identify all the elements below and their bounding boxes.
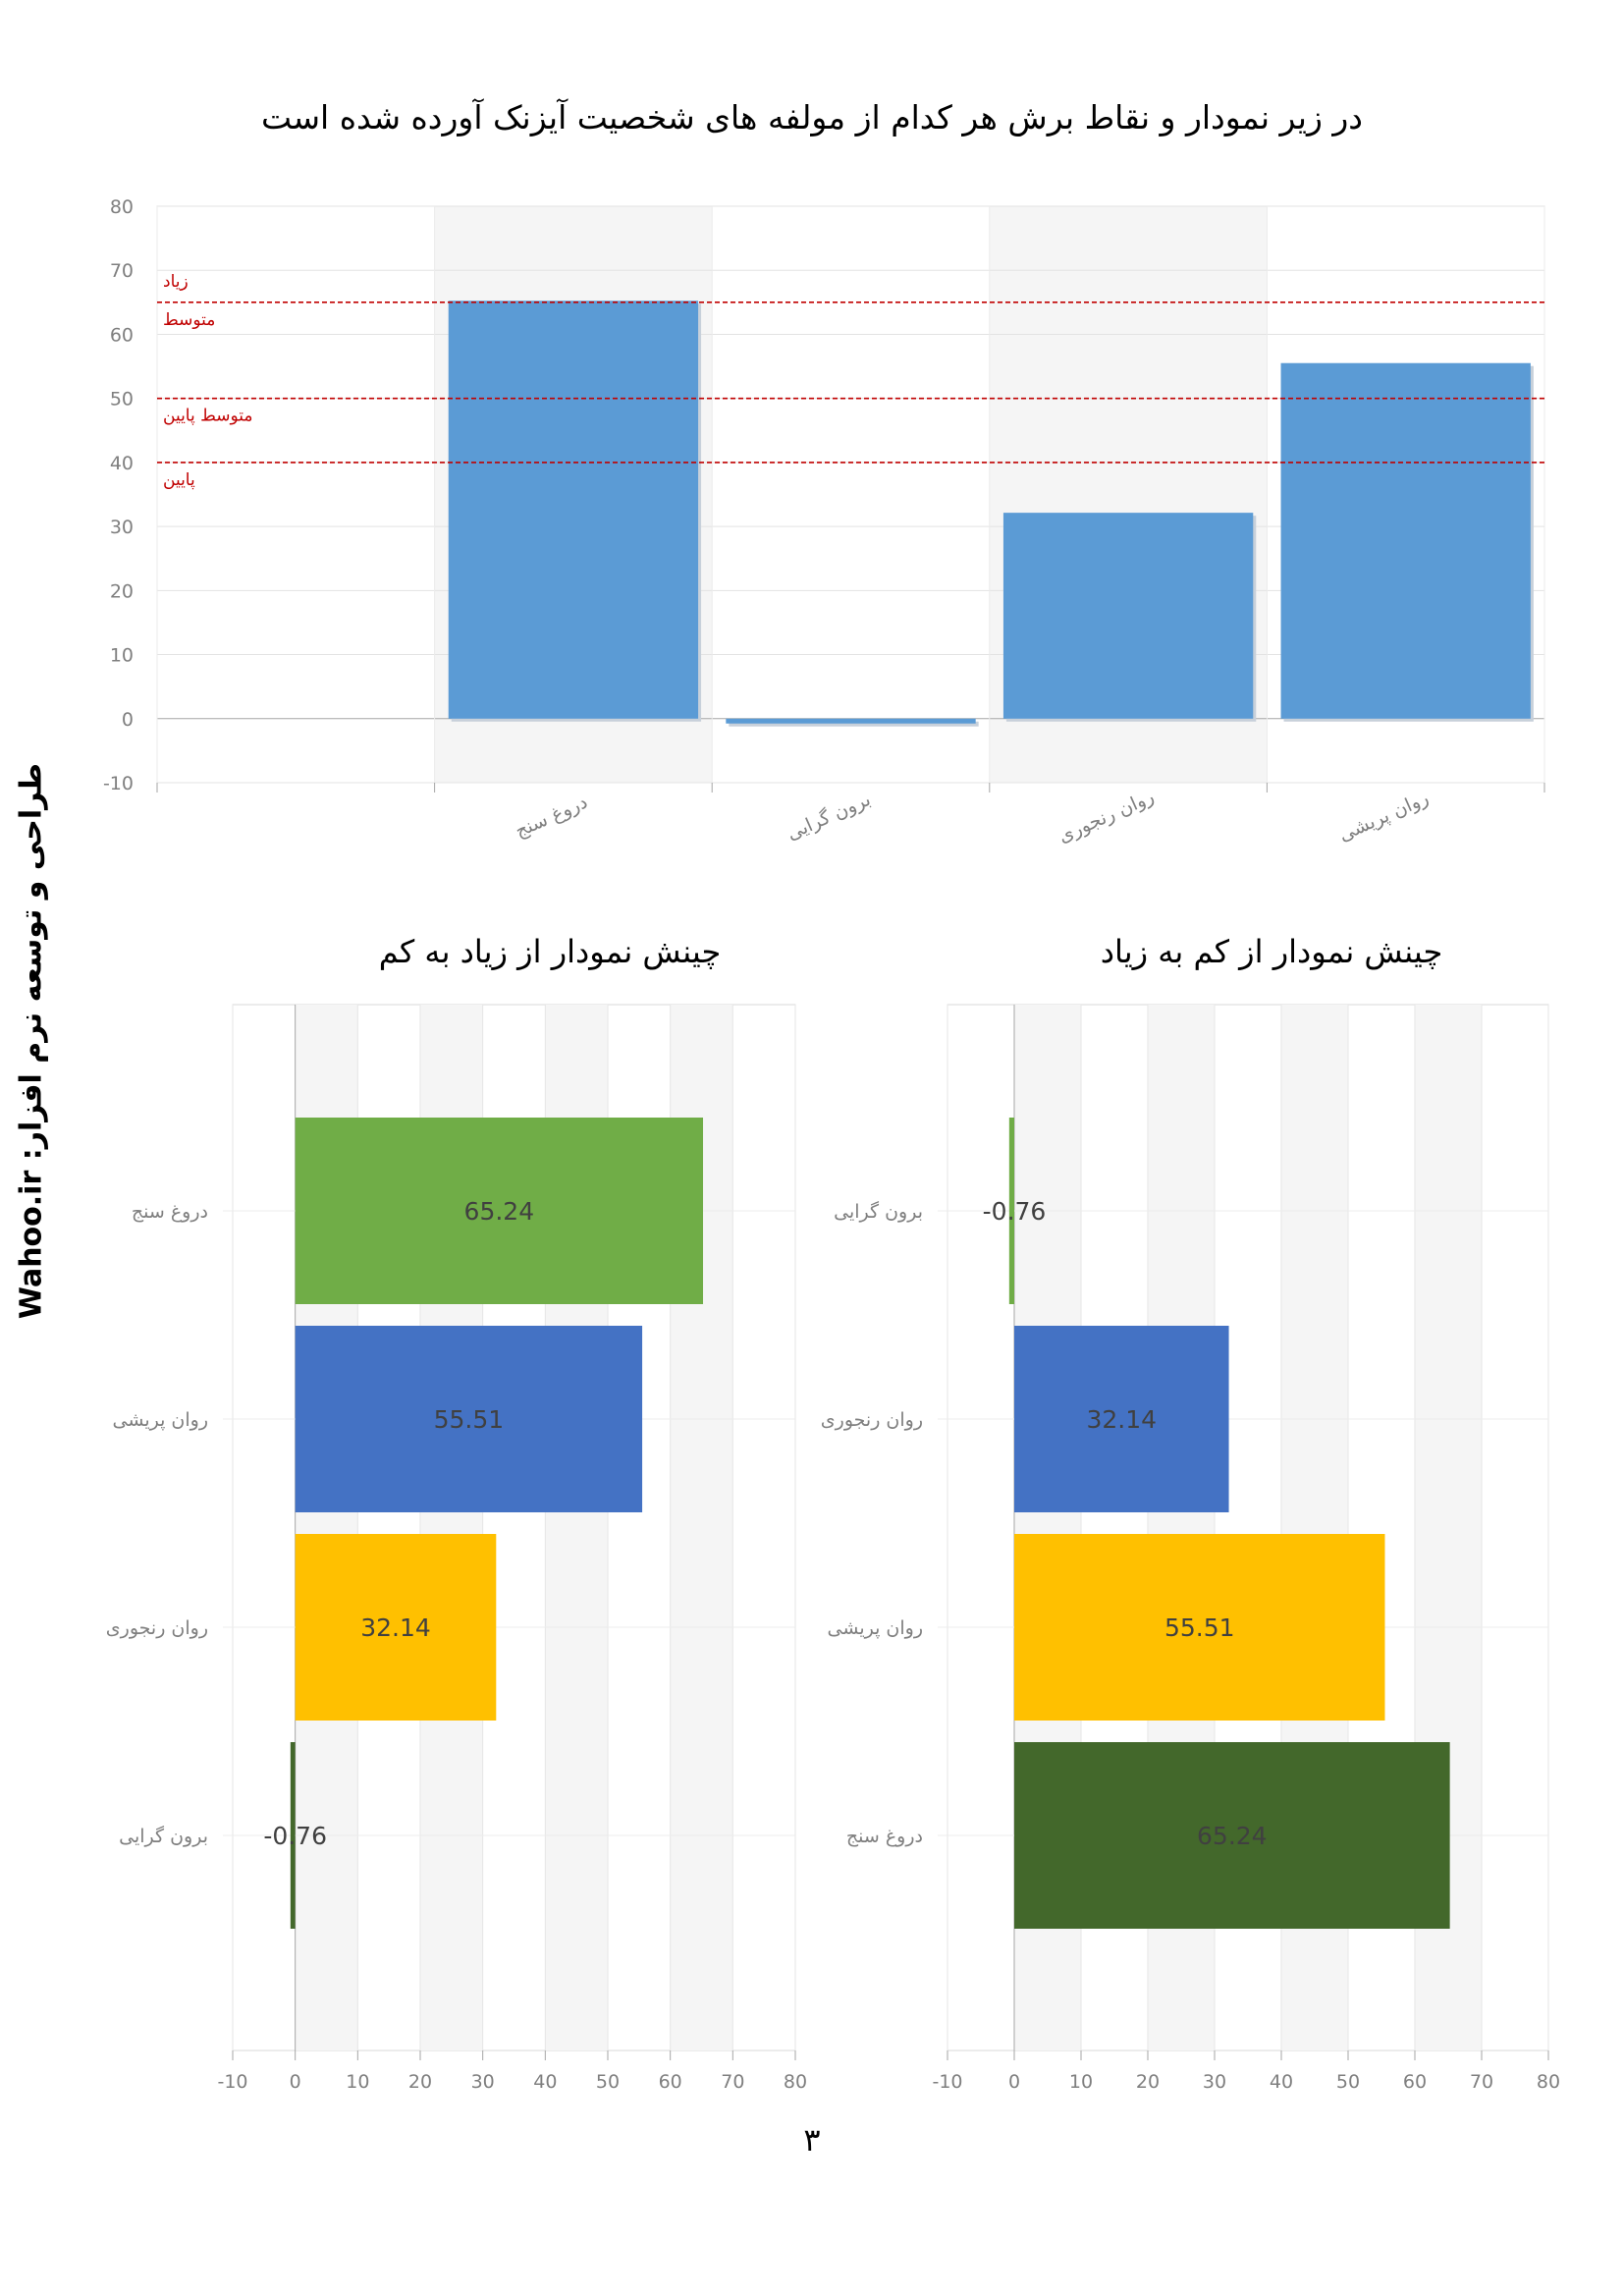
x-tick-label: 80 [1537, 2071, 1560, 2093]
x-tick-label: 20 [1136, 2071, 1160, 2093]
x-tick-label: -10 [217, 2071, 247, 2093]
bar [1014, 1534, 1385, 1721]
data-label: 55.51 [434, 1405, 505, 1434]
y-tick-label: 60 [110, 324, 134, 346]
bar [726, 718, 976, 724]
data-label: 32.14 [1086, 1405, 1157, 1434]
data-label: 55.51 [1164, 1613, 1235, 1642]
zone-label-medium: متوسط [163, 310, 215, 330]
bar [295, 1326, 643, 1512]
x-tick-label: 30 [1203, 2071, 1226, 2093]
data-label: -0.76 [983, 1197, 1047, 1226]
bar-shadow [729, 721, 979, 727]
x-tick-label: 0 [290, 2071, 301, 2093]
x-tick-label: -10 [932, 2071, 962, 2093]
y-tick-label: 80 [110, 196, 134, 218]
zone-label-high: زیاد [163, 272, 189, 292]
bar [1280, 362, 1531, 719]
data-label: 32.14 [360, 1613, 431, 1642]
chart-title-ascending: چینش نمودار از کم به زیاد [1100, 933, 1443, 970]
x-tick-label: 40 [533, 2071, 557, 2093]
data-label: -0.76 [263, 1822, 327, 1850]
y-category-label: برون گرایی [834, 1200, 923, 1223]
bar [295, 1118, 704, 1304]
chart-descending: -10 0 10 20 30 40 50 60 70 80 دروغ سنج 65.24 روان پر… [106, 1004, 807, 2093]
y-tick-label: 10 [110, 645, 134, 667]
bar [1014, 1326, 1229, 1512]
bar [1002, 513, 1254, 719]
page-number: ۳ [803, 2121, 821, 2159]
x-tick-label: 70 [1470, 2071, 1493, 2093]
chart-ascending: -10 0 10 20 30 40 50 60 70 80 برون گرایی -0.76 روان … [821, 1004, 1560, 2093]
zone-label: پایین [163, 470, 195, 490]
y-category-label: روان پریشی [113, 1409, 208, 1431]
y-tick-label: 50 [110, 389, 134, 410]
y-category-label: روان پریشی [828, 1617, 923, 1639]
y-tick-label: 70 [110, 260, 134, 282]
x-tick-label: 50 [1336, 2071, 1360, 2093]
bar [1014, 1742, 1450, 1929]
y-category-label: دروغ سنج [846, 1826, 923, 1847]
bar [290, 1742, 296, 1929]
y-tick-label: 20 [110, 580, 134, 602]
y-tick-label: 40 [110, 453, 134, 474]
bar [448, 301, 699, 719]
x-category-label: روان پریشی [1335, 788, 1432, 847]
chart-title-descending: چینش نمودار از زیاد به کم [378, 933, 722, 970]
x-tick-label: 70 [721, 2071, 744, 2093]
y-tick-label: -10 [103, 773, 134, 794]
data-label: 65.24 [464, 1197, 535, 1226]
y-category-label: روان رنجوری [821, 1409, 923, 1431]
page-title: در زیر نمودار و نقاط برش هر کدام از مولف… [261, 98, 1363, 137]
y-category-label: روان رنجوری [106, 1617, 208, 1639]
x-tick-label: 50 [596, 2071, 620, 2093]
x-tick-label: 60 [1403, 2071, 1427, 2093]
y-tick-label: 30 [110, 517, 134, 538]
bar [1008, 1118, 1014, 1304]
x-tick-label: 10 [1069, 2071, 1093, 2093]
y-category-label: برون گرایی [119, 1825, 208, 1847]
x-tick-label: 30 [471, 2071, 495, 2093]
data-label: 65.24 [1197, 1822, 1268, 1850]
x-tick-label: 20 [408, 2071, 432, 2093]
x-category-label: دروغ سنج [512, 792, 590, 843]
x-tick-label: 80 [784, 2071, 807, 2093]
x-tick-label: 40 [1270, 2071, 1293, 2093]
y-tick-label: 0 [122, 709, 134, 731]
y-category-label: دروغ سنج [132, 1201, 208, 1223]
x-category-label: روان رنجوری [1056, 786, 1158, 847]
bar [295, 1534, 497, 1721]
x-category-label: برون گرایی [784, 788, 874, 845]
main-bar-chart: -10 0 10 20 30 40 50 60 70 80 دروغ سنج برون گرایی رو… [103, 196, 1545, 847]
x-tick-label: 60 [659, 2071, 682, 2093]
zone-label: متوسط پایین [163, 407, 253, 426]
x-tick-label: 0 [1008, 2071, 1020, 2093]
x-tick-label: 10 [346, 2071, 369, 2093]
